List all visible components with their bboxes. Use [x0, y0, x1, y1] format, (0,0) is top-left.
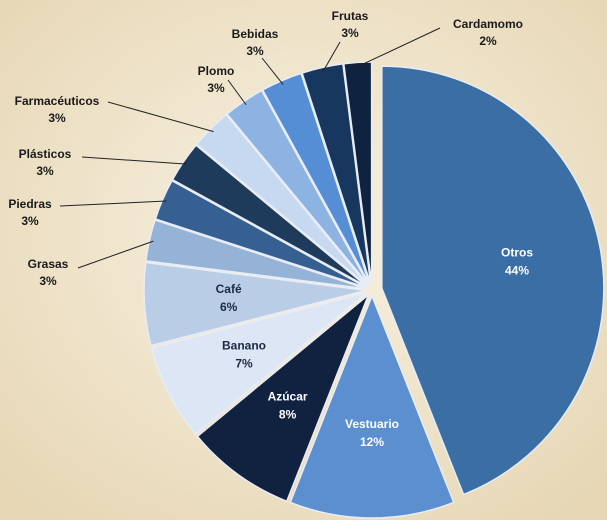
- slice-value-label: 2%: [479, 34, 497, 48]
- slice-value-label: 3%: [341, 26, 359, 40]
- slice-value-label: 3%: [36, 164, 54, 178]
- pie-slice: [261, 72, 371, 285]
- pie-slice: [143, 261, 367, 347]
- slice-label: Plomo: [198, 64, 235, 78]
- slice-value-label: 12%: [360, 435, 384, 449]
- pie-slice: [171, 144, 368, 288]
- leader-line: [322, 41, 341, 72]
- pie-slice: [342, 61, 373, 285]
- leader-line: [59, 200, 167, 207]
- slice-label: Bebidas: [232, 27, 279, 41]
- leader-line: [107, 101, 214, 133]
- slice-value-label: 3%: [246, 44, 264, 58]
- pie-slice: [150, 291, 368, 436]
- leader-line: [227, 79, 247, 106]
- slice-label: Plásticos: [19, 147, 72, 161]
- pie-slice: [381, 65, 605, 496]
- slice-value-label: 7%: [235, 356, 253, 370]
- slice-label: Otros: [501, 246, 533, 260]
- slice-value-label: 3%: [21, 214, 39, 228]
- slice-label: Grasas: [28, 257, 69, 271]
- slice-label: Vestuario: [345, 417, 399, 431]
- slice-value-label: 8%: [279, 407, 297, 421]
- pie-slice: [301, 63, 372, 285]
- leader-line: [77, 240, 154, 269]
- slice-value-label: 3%: [207, 81, 225, 95]
- leader-line: [357, 27, 441, 67]
- pie-slice: [145, 219, 367, 290]
- slice-label: Azúcar: [268, 389, 308, 403]
- slice-value-label: 44%: [505, 264, 529, 278]
- slice-label: Café: [216, 282, 242, 296]
- leader-line: [261, 57, 284, 85]
- pie-slice: [289, 293, 455, 519]
- slice-label: Frutas: [332, 9, 369, 23]
- slice-label: Piedras: [8, 197, 52, 211]
- slice-label: Cardamomo: [453, 17, 523, 31]
- pie-slice: [195, 113, 369, 287]
- pie-slice: [196, 294, 370, 503]
- slice-label: Farmacéuticos: [15, 94, 100, 108]
- slice-value-label: 6%: [220, 300, 238, 314]
- leader-line: [81, 156, 187, 165]
- slice-value-label: 3%: [39, 274, 57, 288]
- slice-value-label: 3%: [48, 111, 66, 125]
- pie-slice: [154, 179, 367, 289]
- slice-label: Banano: [222, 338, 266, 352]
